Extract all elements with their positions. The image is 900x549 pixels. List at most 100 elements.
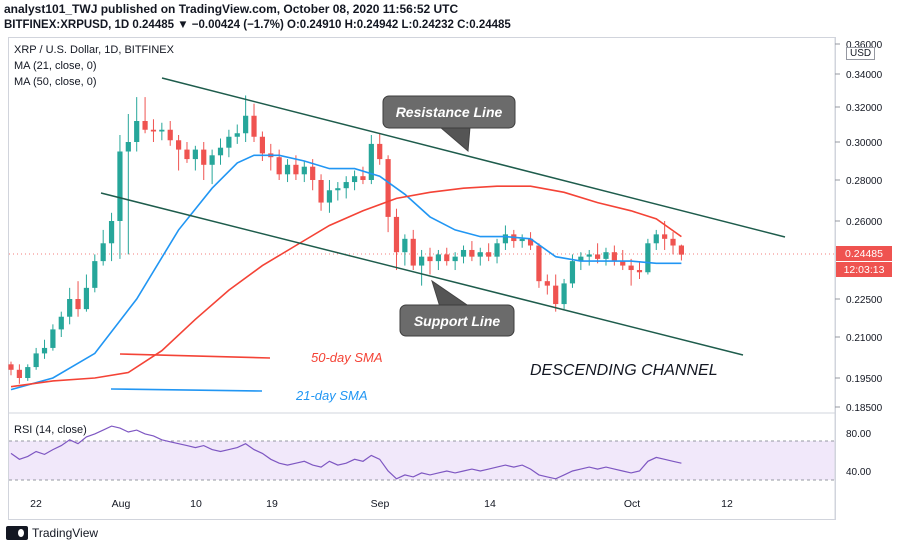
candle-up[interactable] <box>209 155 215 165</box>
candle-down[interactable] <box>611 252 617 262</box>
candle-down[interactable] <box>176 140 182 150</box>
candle-down[interactable] <box>444 254 450 262</box>
candle-up[interactable] <box>125 142 131 152</box>
candle-up[interactable] <box>578 256 584 262</box>
candle-down[interactable] <box>259 136 265 154</box>
footer-brand[interactable]: TradingView <box>6 526 98 540</box>
candle-up[interactable] <box>217 147 224 156</box>
price-tick: 0.30000 <box>846 138 883 149</box>
candle-up[interactable] <box>460 249 467 257</box>
candle-up[interactable] <box>326 190 333 203</box>
candle-up[interactable] <box>402 238 408 253</box>
candle-down[interactable] <box>310 166 316 180</box>
candle-down[interactable] <box>595 254 601 259</box>
candle-up[interactable] <box>234 133 240 137</box>
candle-down[interactable] <box>544 281 550 286</box>
candle-down[interactable] <box>527 238 534 246</box>
candle-up[interactable] <box>569 261 576 284</box>
candle-down[interactable] <box>201 149 207 165</box>
time-axis[interactable]: 22 Aug 10 19 Sep 14 Oct 12 <box>30 498 733 510</box>
price-axis[interactable]: 0.36000 0.34000 0.32000 0.30000 0.28000 0.260… <box>835 40 883 414</box>
candle-down[interactable] <box>385 159 391 217</box>
candle-down[interactable] <box>553 285 559 305</box>
candle-down[interactable] <box>293 164 299 175</box>
candle-down[interactable] <box>276 157 282 175</box>
candle-up[interactable] <box>301 166 307 175</box>
candle-up[interactable] <box>603 252 609 259</box>
ma21-legend[interactable]: MA (21, close, 0) <box>14 60 97 72</box>
candle-up[interactable] <box>134 121 140 142</box>
candle-up[interactable] <box>502 234 509 244</box>
price-tick: 0.22500 <box>846 295 883 306</box>
candle-down[interactable] <box>410 238 416 266</box>
candle-down[interactable] <box>486 252 492 257</box>
candle-up[interactable] <box>108 221 115 244</box>
candle-up[interactable] <box>519 238 525 242</box>
candle-down[interactable] <box>393 216 400 253</box>
candle-down[interactable] <box>678 245 684 255</box>
sma50-key-line <box>119 353 271 359</box>
candle-down[interactable] <box>536 245 542 282</box>
candle-up[interactable] <box>368 143 374 180</box>
candle-down[interactable] <box>318 180 324 203</box>
candle-up[interactable] <box>117 151 123 222</box>
support-trendline[interactable] <box>100 192 744 356</box>
candle-up[interactable] <box>343 182 349 189</box>
candle-down[interactable] <box>8 364 14 370</box>
candle-down[interactable] <box>16 369 22 378</box>
resistance-callout: Resistance Line <box>382 95 516 153</box>
candle-down[interactable] <box>184 149 190 160</box>
candle-up[interactable] <box>653 234 659 244</box>
candle-down[interactable] <box>469 249 475 257</box>
candle-down[interactable] <box>142 121 148 130</box>
candle-down[interactable] <box>150 129 157 132</box>
candle-down[interactable] <box>427 256 433 262</box>
currency-label[interactable]: USD <box>846 47 876 60</box>
candle-up[interactable] <box>159 129 165 132</box>
candle-up[interactable] <box>92 261 98 288</box>
candle-up[interactable] <box>494 243 500 257</box>
candle-down[interactable] <box>620 261 626 266</box>
candle-up[interactable] <box>192 149 198 160</box>
candle-down[interactable] <box>75 299 81 310</box>
candle-down[interactable] <box>662 234 668 239</box>
candle-down[interactable] <box>167 129 173 141</box>
symbol-legend[interactable]: XRP / U.S. Dollar, 1D, BITFINEX <box>14 44 174 56</box>
price-tick: 0.32000 <box>846 103 883 114</box>
candle-up[interactable] <box>645 243 651 273</box>
candle-down[interactable] <box>360 176 366 180</box>
candle-down[interactable] <box>636 270 643 273</box>
candle-up[interactable] <box>100 243 106 262</box>
time-tick: 22 <box>30 498 42 510</box>
candle-up[interactable] <box>435 254 441 262</box>
candle-down[interactable] <box>628 265 634 271</box>
candle-up[interactable] <box>284 164 291 175</box>
candle-up[interactable] <box>586 254 592 257</box>
candles-group <box>8 95 684 384</box>
candle-up[interactable] <box>58 316 64 330</box>
rsi-legend[interactable]: RSI (14, close) <box>14 424 87 436</box>
candle-up[interactable] <box>351 176 358 183</box>
candle-up[interactable] <box>477 252 483 257</box>
candle-down[interactable] <box>377 143 383 160</box>
candle-up[interactable] <box>561 283 567 305</box>
price-tick: 0.19500 <box>846 374 883 385</box>
candle-up[interactable] <box>50 329 56 348</box>
candle-up[interactable] <box>226 136 232 148</box>
candle-down[interactable] <box>670 238 676 246</box>
candle-up[interactable] <box>243 115 249 134</box>
ma50-legend[interactable]: MA (50, close, 0) <box>14 76 97 88</box>
candle-up[interactable] <box>419 256 425 266</box>
resistance-trendline[interactable] <box>161 77 786 238</box>
candle-up[interactable] <box>25 367 31 378</box>
candle-up[interactable] <box>452 256 458 262</box>
candle-up[interactable] <box>33 353 39 368</box>
candle-up[interactable] <box>83 287 90 310</box>
time-tick: 14 <box>484 498 496 510</box>
candle-down[interactable] <box>251 115 257 137</box>
candle-up[interactable] <box>41 347 48 354</box>
rsi-tick-40: 40.00 <box>846 467 871 478</box>
candle-up[interactable] <box>67 299 73 317</box>
candle-up[interactable] <box>335 188 341 191</box>
